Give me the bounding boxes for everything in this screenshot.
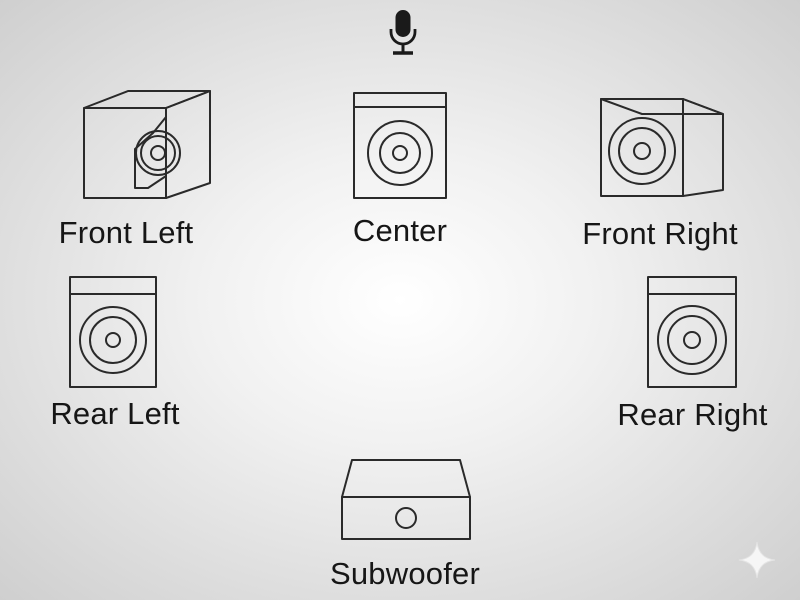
- speaker-front-right[interactable]: [598, 96, 726, 201]
- speaker-rear-left[interactable]: [67, 274, 159, 389]
- speaker-center[interactable]: [352, 90, 448, 200]
- speaker-rear-right[interactable]: [645, 274, 739, 389]
- center-label: Center: [352, 213, 448, 248]
- front-right-label: Front Right: [582, 216, 738, 251]
- subwoofer-label: Subwoofer: [329, 556, 480, 591]
- microphone-icon[interactable]: [387, 8, 419, 56]
- sparkle-icon: [738, 541, 776, 579]
- speaker-subwoofer[interactable]: [338, 457, 474, 541]
- front-left-label: Front Left: [58, 215, 194, 250]
- rear-left-label: Rear Left: [50, 396, 180, 431]
- speaker-front-left[interactable]: [82, 88, 212, 203]
- rear-right-label: Rear Right: [617, 397, 768, 432]
